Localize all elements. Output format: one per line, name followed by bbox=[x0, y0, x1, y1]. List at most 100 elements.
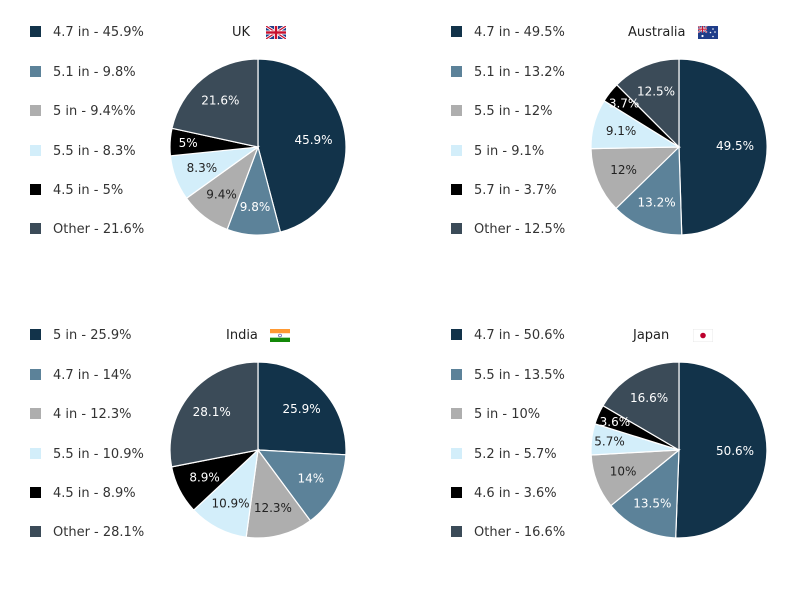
pie-slice bbox=[602, 361, 680, 452]
legend-item: 5 in - 9.1% bbox=[451, 144, 544, 160]
legend-label: 4 in - 12.3% bbox=[53, 407, 132, 422]
legend-item: Other - 16.6% bbox=[451, 525, 565, 541]
pie-slice bbox=[590, 146, 681, 210]
legend-swatch bbox=[451, 487, 462, 498]
legend-item: 5 in - 9.4%% bbox=[30, 104, 136, 120]
legend-label: 5.5 in - 12% bbox=[474, 104, 553, 119]
slice-data-label: 5% bbox=[179, 136, 198, 150]
legend-label: 5.5 in - 10.9% bbox=[53, 447, 144, 462]
legend-swatch bbox=[451, 66, 462, 77]
pie-chart: 49.5% 13.2% 12% 9.1% 3.7%12.5% bbox=[590, 58, 768, 236]
legend-swatch bbox=[451, 526, 462, 537]
slice-data-label: 12.5% bbox=[637, 85, 675, 99]
legend-label: 4.7 in - 50.6% bbox=[474, 328, 565, 343]
legend-item: 4.7 in - 49.5% bbox=[451, 25, 565, 41]
legend-item: 4 in - 12.3% bbox=[30, 407, 132, 423]
pie-slice bbox=[256, 449, 347, 522]
australia-flag-icon bbox=[698, 26, 718, 39]
legend-label: 4.7 in - 45.9% bbox=[53, 25, 144, 40]
legend-label: Other - 12.5% bbox=[474, 222, 566, 237]
legend-item: 4.5 in - 5% bbox=[30, 183, 123, 199]
pie-slice bbox=[257, 361, 347, 456]
legend-swatch bbox=[30, 369, 41, 380]
legend-item: 5 in - 10% bbox=[451, 407, 540, 423]
pie-chart: 50.6% 13.5% 10% 5.7% 3.6% 16.6% bbox=[590, 361, 768, 539]
pie-slice bbox=[257, 58, 347, 233]
pie-slice bbox=[609, 448, 680, 539]
chart-title: Australia bbox=[628, 25, 686, 40]
legend-swatch bbox=[451, 223, 462, 234]
legend-label: 5.1 in - 13.2% bbox=[474, 65, 565, 80]
legend-swatch bbox=[30, 408, 41, 419]
slice-data-label: 14% bbox=[297, 472, 324, 486]
legend-swatch bbox=[30, 26, 41, 37]
pie-slice bbox=[171, 58, 259, 148]
legend-label: 5.5 in - 8.3% bbox=[53, 144, 136, 159]
slice-data-label: 10% bbox=[610, 465, 637, 479]
legend-swatch bbox=[451, 408, 462, 419]
slice-data-label: 8.3% bbox=[187, 161, 218, 175]
legend-label: 5.2 in - 5.7% bbox=[474, 447, 557, 462]
slice-data-label: 45.9% bbox=[294, 133, 332, 147]
legend-swatch bbox=[451, 105, 462, 116]
legend-label: 5.7 in - 3.7% bbox=[474, 183, 557, 198]
slice-data-label: 12% bbox=[610, 163, 637, 177]
slice-data-label: 16.6% bbox=[630, 391, 668, 405]
legend-swatch bbox=[30, 526, 41, 537]
legend-swatch bbox=[30, 66, 41, 77]
slice-data-label: 49.5% bbox=[716, 139, 754, 153]
legend-swatch bbox=[451, 329, 462, 340]
pie-slice bbox=[245, 448, 312, 539]
legend-item: 5.5 in - 12% bbox=[451, 104, 553, 120]
legend-label: 4.7 in - 49.5% bbox=[474, 25, 565, 40]
legend-swatch bbox=[30, 184, 41, 195]
legend-label: 5 in - 9.1% bbox=[474, 144, 545, 159]
legend-swatch bbox=[30, 329, 41, 340]
slice-data-label: 50.6% bbox=[716, 444, 754, 458]
legend-swatch bbox=[30, 145, 41, 156]
slice-data-label: 9.8% bbox=[240, 200, 271, 214]
legend-item: 5.2 in - 5.7% bbox=[451, 447, 557, 463]
pie-slice bbox=[675, 361, 768, 539]
pie-chart: 25.9% 14% 12.3% 10.9% 8.9% 28.1% bbox=[169, 361, 347, 539]
legend-item: 5.5 in - 10.9% bbox=[30, 447, 144, 463]
legend-item: 5.1 in - 9.8% bbox=[30, 65, 136, 81]
pie-slice bbox=[615, 145, 683, 236]
slice-data-label: 21.6% bbox=[201, 93, 239, 107]
legend-swatch bbox=[451, 145, 462, 156]
chart-panel-japan: 4.7 in - 50.6% 5.5 in - 13.5% 5 in - 10%… bbox=[451, 328, 800, 598]
legend-item: 4.7 in - 14% bbox=[30, 368, 132, 384]
pie-slice bbox=[169, 361, 259, 468]
legend-item: 4.6 in - 3.6% bbox=[451, 486, 557, 502]
uk-flag-icon bbox=[266, 26, 286, 39]
slice-data-label: 3.7% bbox=[609, 97, 640, 111]
legend-swatch bbox=[30, 105, 41, 116]
legend-label: 4.5 in - 8.9% bbox=[53, 486, 136, 501]
legend-item: Other - 21.6% bbox=[30, 222, 144, 238]
legend-item: 4.5 in - 8.9% bbox=[30, 486, 136, 502]
chart-panel-india: 5 in - 25.9% 4.7 in - 14% 4 in - 12.3% 5… bbox=[30, 328, 420, 598]
chart-panel-uk: 4.7 in - 45.9% 5.1 in - 9.8% 5 in - 9.4%… bbox=[30, 25, 420, 295]
legend-item: Other - 28.1% bbox=[30, 525, 144, 541]
slice-data-label: 12.3% bbox=[254, 501, 292, 515]
legend-item: 5.7 in - 3.7% bbox=[451, 183, 557, 199]
slice-data-label: 5.7% bbox=[594, 434, 625, 448]
slice-data-label: 3.6% bbox=[600, 415, 631, 429]
legend-label: 5 in - 10% bbox=[474, 407, 541, 422]
legend-label: 5 in - 9.4%% bbox=[53, 104, 136, 119]
legend-item: 5.5 in - 13.5% bbox=[451, 368, 565, 384]
slice-data-label: 9.1% bbox=[606, 124, 637, 138]
legend-item: 5.5 in - 8.3% bbox=[30, 144, 136, 160]
chart-panel-australia: 4.7 in - 49.5% 5.1 in - 13.2% 5.5 in - 1… bbox=[451, 25, 800, 295]
legend-label: 4.6 in - 3.6% bbox=[474, 486, 557, 501]
legend-item: 4.7 in - 50.6% bbox=[451, 328, 565, 344]
slice-data-label: 28.1% bbox=[193, 405, 231, 419]
slice-data-label: 25.9% bbox=[283, 402, 321, 416]
legend-swatch bbox=[451, 448, 462, 459]
legend-label: 5.5 in - 13.5% bbox=[474, 368, 565, 383]
legend-label: 5 in - 25.9% bbox=[53, 328, 132, 343]
legend-label: 5.1 in - 9.8% bbox=[53, 65, 136, 80]
legend-label: 4.7 in - 14% bbox=[53, 368, 132, 383]
chart-title: India bbox=[226, 328, 258, 343]
pie-slice bbox=[678, 58, 768, 236]
